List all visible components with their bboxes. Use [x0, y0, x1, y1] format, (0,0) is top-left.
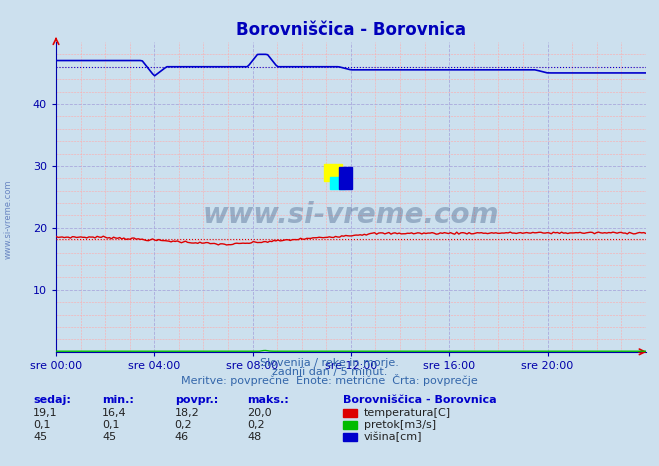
- Text: www.si-vreme.com: www.si-vreme.com: [3, 179, 13, 259]
- Text: zadnji dan / 5 minut.: zadnji dan / 5 minut.: [272, 367, 387, 377]
- Bar: [324, 164, 342, 181]
- Bar: [330, 177, 345, 189]
- Text: 16,4: 16,4: [102, 408, 127, 418]
- Text: min.:: min.:: [102, 395, 134, 405]
- Text: 46: 46: [175, 432, 188, 442]
- Text: 45: 45: [102, 432, 116, 442]
- Text: sedaj:: sedaj:: [33, 395, 71, 405]
- Text: povpr.:: povpr.:: [175, 395, 218, 405]
- Title: Borovniščica - Borovnica: Borovniščica - Borovnica: [236, 21, 466, 39]
- Text: Meritve: povprečne  Enote: metrične  Črta: povprečje: Meritve: povprečne Enote: metrične Črta:…: [181, 375, 478, 386]
- Text: temperatura[C]: temperatura[C]: [364, 408, 451, 418]
- Text: 0,2: 0,2: [175, 420, 192, 430]
- Text: 20,0: 20,0: [247, 408, 272, 418]
- Text: Slovenija / reke in morje.: Slovenija / reke in morje.: [260, 358, 399, 368]
- Text: višina[cm]: višina[cm]: [364, 432, 422, 442]
- Text: 0,2: 0,2: [247, 420, 265, 430]
- Text: 48: 48: [247, 432, 262, 442]
- Text: 19,1: 19,1: [33, 408, 57, 418]
- Text: 0,1: 0,1: [102, 420, 120, 430]
- Text: 18,2: 18,2: [175, 408, 200, 418]
- Bar: [339, 167, 352, 189]
- Text: 0,1: 0,1: [33, 420, 51, 430]
- Text: pretok[m3/s]: pretok[m3/s]: [364, 420, 436, 430]
- Text: www.si-vreme.com: www.si-vreme.com: [203, 201, 499, 229]
- Text: maks.:: maks.:: [247, 395, 289, 405]
- Text: 45: 45: [33, 432, 47, 442]
- Text: Borovniščica - Borovnica: Borovniščica - Borovnica: [343, 395, 496, 405]
